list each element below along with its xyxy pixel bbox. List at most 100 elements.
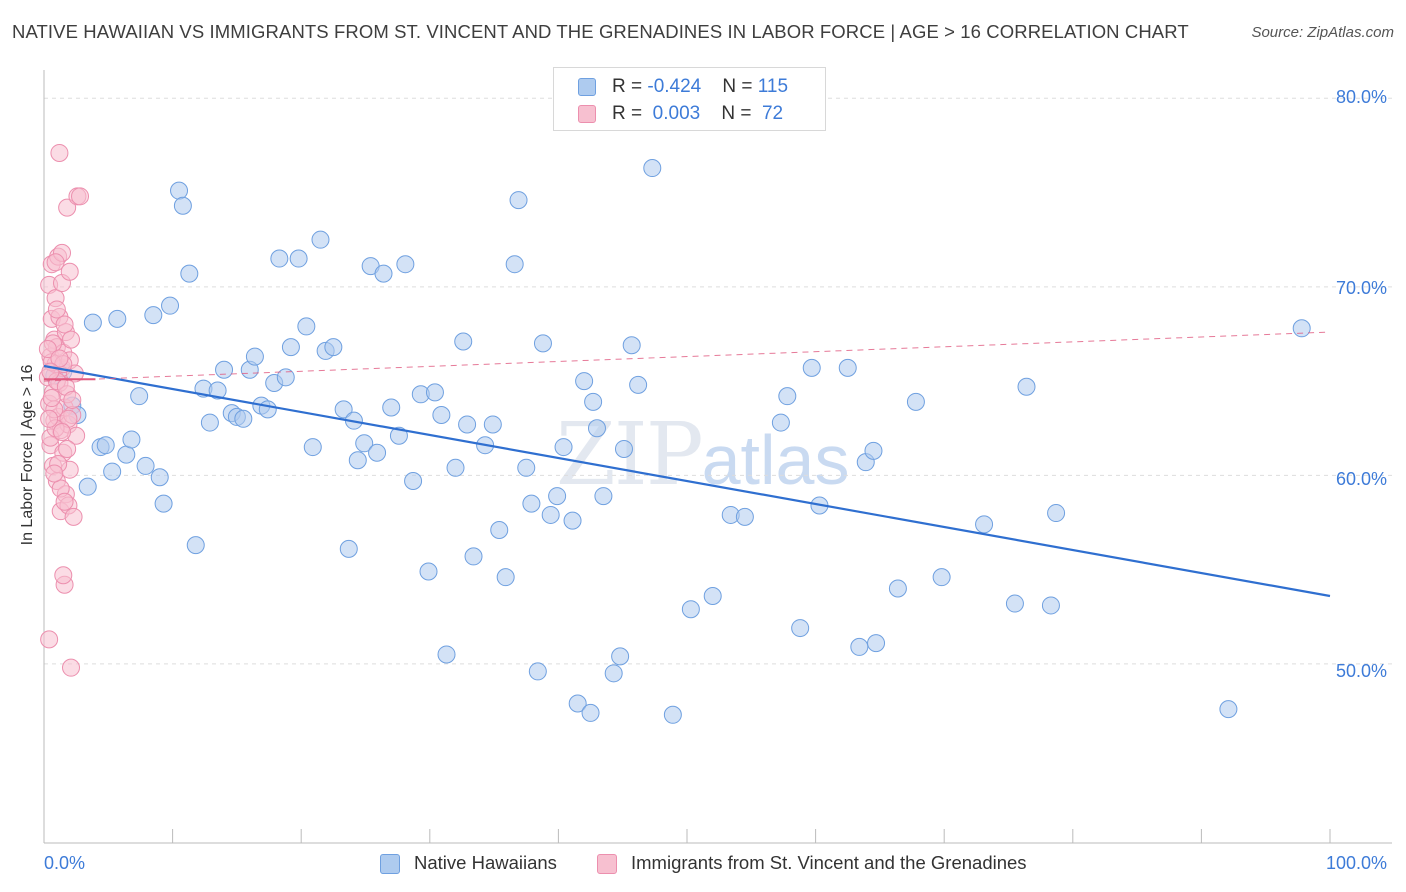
legend-n-value: 115	[757, 76, 789, 97]
legend-swatch-pink	[597, 854, 617, 874]
point-native-hawaiians	[1219, 700, 1238, 719]
series-legend: Native Hawaiians Immigrants from St. Vin…	[0, 850, 1406, 878]
point-immigrants	[40, 409, 59, 428]
point-native-hawaiians	[96, 436, 115, 455]
point-native-hawaiians	[975, 515, 994, 534]
point-native-hawaiians	[419, 562, 438, 581]
point-native-hawaiians	[108, 309, 127, 328]
point-native-hawaiians	[587, 419, 606, 438]
legend-n-label: N =	[721, 103, 757, 124]
y-tick-label-50: 50.0%	[1336, 661, 1388, 681]
point-native-hawaiians	[234, 409, 253, 428]
point-native-hawaiians	[906, 392, 925, 411]
watermark: ZIPatlas	[556, 405, 849, 505]
point-immigrants	[45, 464, 64, 483]
legend-swatch-pink	[578, 105, 596, 123]
point-native-hawaiians	[396, 255, 415, 274]
legend-n-label: N =	[722, 76, 758, 97]
point-native-hawaiians	[528, 662, 547, 681]
point-native-hawaiians	[446, 458, 465, 477]
point-native-hawaiians	[389, 426, 408, 445]
point-native-hawaiians	[368, 443, 387, 462]
point-native-hawaiians	[643, 159, 662, 178]
point-native-hawaiians	[496, 568, 515, 587]
point-native-hawaiians	[703, 587, 722, 606]
point-native-hawaiians	[297, 317, 316, 336]
point-native-hawaiians	[604, 664, 623, 683]
point-native-hawaiians	[103, 462, 122, 481]
legend-label-immigrants: Immigrants from St. Vincent and the Gren…	[631, 852, 1027, 873]
point-native-hawaiians	[173, 196, 192, 215]
point-native-hawaiians	[778, 387, 797, 406]
legend-r-label: R =	[612, 103, 648, 124]
point-immigrants	[53, 422, 72, 441]
point-native-hawaiians	[454, 332, 473, 351]
y-tick-label-60: 60.0%	[1336, 469, 1388, 489]
point-native-hawaiians	[1292, 319, 1311, 338]
point-immigrants	[58, 198, 77, 217]
point-native-hawaiians	[568, 694, 587, 713]
watermark-atlas: atlas	[701, 421, 850, 499]
point-native-hawaiians	[339, 539, 358, 558]
point-native-hawaiians	[311, 230, 330, 249]
point-native-hawaiians	[161, 296, 180, 315]
trend-line-native-hawaiians	[43, 364, 1331, 598]
point-native-hawaiians	[355, 434, 374, 453]
point-native-hawaiians	[180, 264, 199, 283]
point-immigrants	[42, 389, 61, 408]
point-native-hawaiians	[614, 439, 633, 458]
point-native-hawaiians	[1017, 377, 1036, 396]
point-immigrants	[50, 349, 69, 368]
point-native-hawaiians	[563, 511, 582, 530]
point-native-hawaiians	[1005, 594, 1024, 613]
point-immigrants	[54, 566, 73, 585]
point-native-hawaiians	[437, 645, 456, 664]
point-native-hawaiians	[144, 306, 163, 325]
point-native-hawaiians	[594, 487, 613, 506]
point-native-hawaiians	[78, 477, 97, 496]
correlation-legend: R = -0.424 N = 115 R = 0.003 N = 72	[553, 67, 826, 131]
point-native-hawaiians	[1047, 504, 1066, 523]
point-native-hawaiians	[663, 705, 682, 724]
point-native-hawaiians	[334, 400, 353, 419]
point-native-hawaiians	[838, 358, 857, 377]
point-native-hawaiians	[791, 619, 810, 638]
legend-swatch-blue	[380, 854, 400, 874]
point-native-hawaiians	[208, 381, 227, 400]
point-native-hawaiians	[681, 600, 700, 619]
legend-r-label: R =	[612, 76, 648, 97]
x-tick-label-max: 100.0%	[1326, 853, 1388, 873]
point-native-hawaiians	[932, 568, 951, 587]
point-native-hawaiians	[245, 347, 264, 366]
point-native-hawaiians	[888, 579, 907, 598]
point-native-hawaiians	[522, 494, 541, 513]
point-immigrants	[58, 439, 77, 458]
source-label: Source: ZipAtlas.com	[1251, 24, 1394, 41]
point-native-hawaiians	[629, 375, 648, 394]
point-native-hawaiians	[425, 383, 444, 402]
point-immigrants	[62, 330, 81, 349]
x-tick-label-min: 0.0%	[44, 853, 86, 873]
point-native-hawaiians	[483, 415, 502, 434]
point-immigrants	[55, 315, 74, 334]
chart-title: NATIVE HAWAIIAN VS IMMIGRANTS FROM ST. V…	[12, 21, 1189, 42]
point-native-hawaiians	[867, 634, 886, 653]
point-native-hawaiians	[348, 451, 367, 470]
point-immigrants	[47, 300, 66, 319]
point-native-hawaiians	[289, 249, 308, 268]
point-native-hawaiians	[611, 647, 630, 666]
point-native-hawaiians	[83, 313, 102, 332]
point-native-hawaiians	[432, 406, 451, 425]
point-immigrants	[55, 492, 74, 511]
point-native-hawaiians	[270, 249, 289, 268]
point-native-hawaiians	[771, 413, 790, 432]
point-native-hawaiians	[404, 472, 423, 491]
point-immigrants	[60, 262, 79, 281]
point-native-hawaiians	[505, 255, 524, 274]
trend-line-immigrants	[43, 331, 1331, 382]
y-tick-label-70: 70.0%	[1336, 278, 1388, 298]
point-native-hawaiians	[735, 507, 754, 526]
point-native-hawaiians	[548, 487, 567, 506]
point-immigrants	[50, 143, 69, 162]
point-native-hawaiians	[281, 338, 300, 357]
